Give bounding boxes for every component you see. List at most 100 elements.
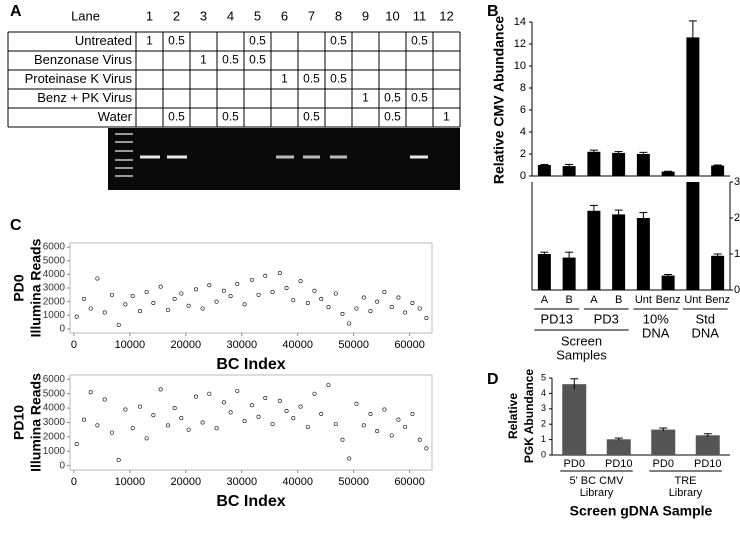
x-tick-label: PD0 xyxy=(653,458,674,470)
point xyxy=(88,390,93,395)
y-tick-label: 1000 xyxy=(43,446,66,457)
point xyxy=(305,424,310,429)
y-tick-label: 1 xyxy=(541,434,546,444)
point xyxy=(340,311,345,316)
cell: 0.5 xyxy=(222,110,239,124)
point xyxy=(361,295,366,300)
point xyxy=(256,414,261,419)
point xyxy=(326,383,331,388)
point xyxy=(123,302,128,307)
ladder xyxy=(115,133,133,177)
y-axis-label: PD10 xyxy=(11,405,27,440)
point xyxy=(221,288,226,293)
x-tick-label: 20000 xyxy=(171,476,202,488)
plot-frame xyxy=(69,242,433,334)
group-label: Screen xyxy=(561,333,602,348)
point xyxy=(144,290,149,295)
point xyxy=(249,277,254,282)
lane-number: 8 xyxy=(335,8,342,23)
x-tick-label: PD10 xyxy=(694,458,722,470)
group-label: DNA xyxy=(692,325,720,340)
point xyxy=(347,456,352,461)
point xyxy=(88,306,93,311)
bar xyxy=(686,37,700,177)
y-tick-label: 5000 xyxy=(43,388,66,399)
group-label: Library xyxy=(669,487,703,499)
y-tick-label: 10 xyxy=(514,60,526,72)
x-tick-label: 50000 xyxy=(338,476,369,488)
group-label: Samples xyxy=(556,347,607,362)
x-tick-label: 50000 xyxy=(338,339,369,351)
y-tick-label: 0 xyxy=(59,324,65,335)
point xyxy=(235,281,240,286)
point xyxy=(130,294,135,299)
point xyxy=(417,437,422,442)
cell: 1 xyxy=(200,53,207,67)
x-tick-label: PD10 xyxy=(605,458,633,470)
point xyxy=(200,420,205,425)
point xyxy=(214,299,219,304)
point xyxy=(312,288,317,293)
group-label: PD13 xyxy=(540,311,573,326)
cell: 0.5 xyxy=(384,91,401,105)
point xyxy=(193,394,198,399)
bar xyxy=(562,166,576,176)
cell: 0.5 xyxy=(384,110,401,124)
y-tick-label: 5000 xyxy=(43,255,66,266)
bar xyxy=(537,165,551,176)
point xyxy=(249,403,254,408)
x-tick-label: A xyxy=(541,294,549,306)
x-tick-label: Benz xyxy=(705,294,730,306)
point xyxy=(403,310,408,315)
x-tick-label: 30000 xyxy=(226,339,257,351)
cell: 0.5 xyxy=(222,53,239,67)
bar xyxy=(651,429,676,455)
lane-number: 7 xyxy=(308,8,315,23)
point xyxy=(368,411,373,416)
point xyxy=(354,306,359,311)
point xyxy=(137,404,142,409)
group-label: PD3 xyxy=(594,311,619,326)
point xyxy=(284,408,289,413)
point xyxy=(235,388,240,393)
point xyxy=(424,446,429,451)
point xyxy=(81,417,86,422)
point xyxy=(81,296,86,301)
point xyxy=(95,423,100,428)
lane-number: 9 xyxy=(362,8,369,23)
cell: 0.5 xyxy=(330,34,347,48)
bar xyxy=(711,255,725,290)
y-tick-label: 6000 xyxy=(43,242,66,253)
y-axis-label: Relative xyxy=(506,393,520,439)
group-label: Library xyxy=(580,487,614,499)
x-tick-label: 10000 xyxy=(115,339,146,351)
point xyxy=(396,295,401,300)
point xyxy=(221,400,226,405)
point xyxy=(403,424,408,429)
x-tick-label: B xyxy=(565,294,572,306)
cell: 0.5 xyxy=(303,110,320,124)
gel xyxy=(108,128,460,190)
point xyxy=(270,290,275,295)
point xyxy=(298,404,303,409)
plot-frame xyxy=(69,374,433,471)
bar xyxy=(537,254,551,290)
lane-number: 3 xyxy=(200,8,207,23)
point xyxy=(242,419,247,424)
y-tick-label: 4000 xyxy=(43,403,66,414)
point xyxy=(242,302,247,307)
y-tick-label: 0 xyxy=(520,170,526,182)
x-tick-label: 60000 xyxy=(394,476,425,488)
x-tick-label: 10000 xyxy=(115,476,146,488)
row-label: Water xyxy=(98,109,133,124)
point xyxy=(74,442,79,447)
cell: 0.5 xyxy=(411,91,428,105)
point xyxy=(172,406,177,411)
row-label: Benz + PK Virus xyxy=(37,90,132,105)
point xyxy=(277,398,282,403)
point xyxy=(368,309,373,314)
point xyxy=(375,299,380,304)
point xyxy=(333,291,338,296)
cell: 0.5 xyxy=(411,34,428,48)
point xyxy=(102,397,107,402)
